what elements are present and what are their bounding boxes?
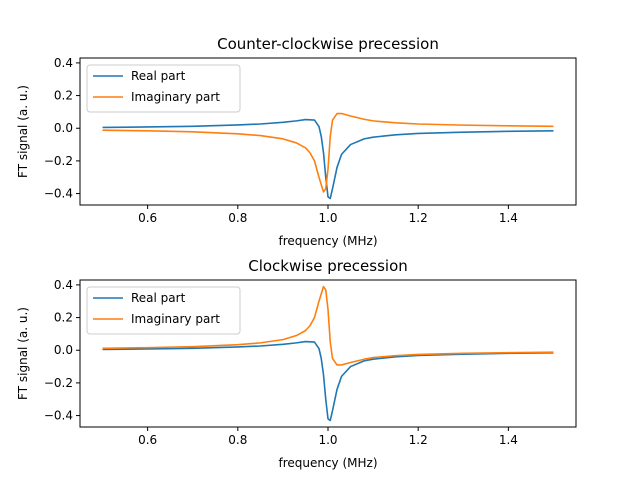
y-tick-label: −0.4 <box>44 409 73 423</box>
y-tick-label: 0.0 <box>54 343 73 357</box>
x-tick-label: 1.2 <box>409 211 428 225</box>
y-tick-label: −0.2 <box>44 154 73 168</box>
series-line-real <box>102 340 554 422</box>
y-tick-label: 0.4 <box>54 56 73 70</box>
x-tick-label: 1.2 <box>409 433 428 447</box>
y-tick-label: −0.4 <box>44 187 73 201</box>
legend: Real part Imaginary part <box>86 64 241 113</box>
y-tick-label: −0.2 <box>44 376 73 390</box>
y-tick-label: 0.2 <box>54 89 73 103</box>
x-tick-label: 0.6 <box>138 433 157 447</box>
series-line-imaginary <box>102 285 554 366</box>
x-tick-label: 1.0 <box>318 211 337 225</box>
legend-label-real: Real part <box>131 291 186 305</box>
legend-label-real: Real part <box>131 69 186 83</box>
y-tick-label: 0.2 <box>54 311 73 325</box>
x-tick-label: 1.4 <box>499 433 518 447</box>
plot-lines <box>102 112 554 200</box>
x-tick-label: 0.8 <box>228 433 247 447</box>
x-ticks: 0.6 0.8 1.0 1.2 1.4 <box>138 427 518 447</box>
subplot-counter-clockwise: Counter-clockwise precession 0.6 0.8 1.0 1.… <box>16 35 577 248</box>
legend-label-imaginary: Imaginary part <box>131 312 220 326</box>
y-axis-label: FT signal (a. u.) <box>16 85 30 178</box>
legend-label-imaginary: Imaginary part <box>131 90 220 104</box>
x-axis-label: frequency (MHz) <box>278 456 377 470</box>
x-tick-label: 0.6 <box>138 211 157 225</box>
x-tick-label: 0.8 <box>228 211 247 225</box>
series-line-imaginary <box>102 112 554 193</box>
legend: Real part Imaginary part <box>86 286 241 335</box>
x-axis-label: frequency (MHz) <box>278 234 377 248</box>
x-tick-label: 1.4 <box>499 211 518 225</box>
y-tick-label: 0.0 <box>54 121 73 135</box>
legend-box <box>86 64 241 113</box>
x-ticks: 0.6 0.8 1.0 1.2 1.4 <box>138 205 518 225</box>
plot-lines <box>102 285 554 422</box>
y-ticks: −0.4 −0.2 0.0 0.2 0.4 <box>44 278 80 423</box>
subplot-clockwise: Clockwise precession 0.6 0.8 1.0 1.2 1.4 −0.… <box>16 257 577 470</box>
y-ticks: −0.4 −0.2 0.0 0.2 0.4 <box>44 56 80 201</box>
chart-title: Clockwise precession <box>248 257 408 275</box>
chart-title: Counter-clockwise precession <box>217 35 439 53</box>
y-tick-label: 0.4 <box>54 278 73 292</box>
series-line-real <box>102 118 554 200</box>
x-tick-label: 1.0 <box>318 433 337 447</box>
legend-box <box>86 286 241 335</box>
y-axis-label: FT signal (a. u.) <box>16 307 30 400</box>
